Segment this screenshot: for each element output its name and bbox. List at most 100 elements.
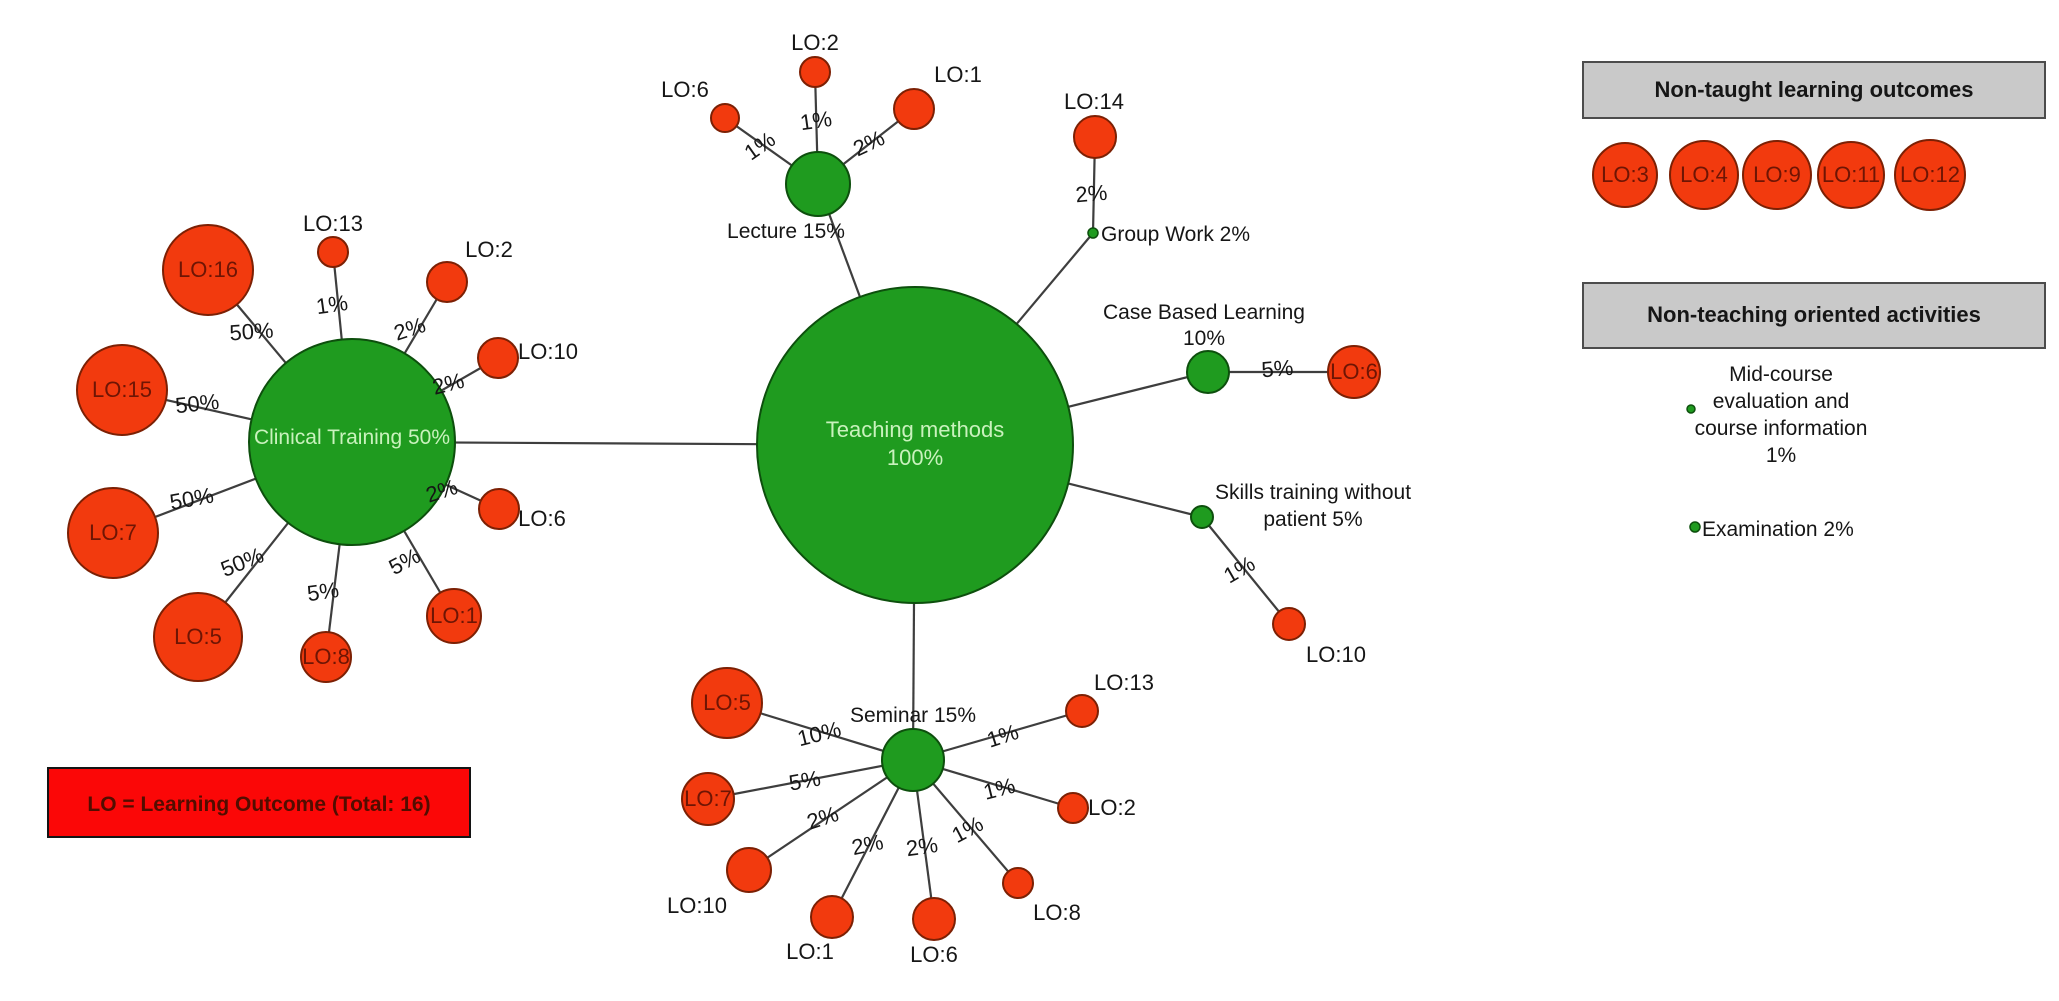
label-lecture-lo2: LO:2 (791, 30, 839, 55)
node-skills-lo10 (1272, 607, 1306, 641)
edge-label-clinical-lo7: 50% (168, 482, 216, 514)
edge-label-clinical-lo5: 50% (217, 542, 267, 582)
node-clinical-lo16 (162, 224, 254, 316)
edge-line (1201, 516, 1290, 625)
node-clinical-lo10 (477, 337, 519, 379)
node-lecture (785, 151, 851, 217)
node-seminar-lo5 (691, 667, 763, 739)
node-seminar (881, 728, 945, 792)
edge-label-clinical-lo16: 50% (229, 318, 275, 346)
label-clinical-training: Clinical Training 50% (254, 426, 450, 449)
edge-label-skills-lo10: 1% (1219, 551, 1259, 589)
legend-circle-lo9 (1742, 140, 1812, 210)
edge-label-seminar-lo5: 10% (795, 716, 844, 751)
label-seminar-lo7: LO:7 (684, 786, 732, 811)
node-seminar-lo1 (810, 895, 854, 939)
label-clinical-lo1: LO:1 (430, 603, 478, 628)
label-clinical-lo16: LO:16 (178, 257, 238, 282)
node-teaching-methods (756, 286, 1074, 604)
edge-label-seminar-lo13: 1% (984, 719, 1022, 753)
node-clinical-training (248, 338, 456, 546)
legend-non-taught-title: Non-taught learning outcomes (1655, 77, 1974, 102)
label-seminar-lo10: LO:10 (667, 893, 727, 918)
label-teaching-methods: Teaching methods 100% (826, 417, 1005, 470)
node-seminar-lo8 (1002, 867, 1034, 899)
label-clinical-lo5: LO:5 (174, 624, 222, 649)
edge-label-clinical-lo2: 2% (391, 312, 429, 346)
label-clinical-lo13: LO:13 (303, 211, 363, 236)
node-seminar-lo13 (1065, 694, 1099, 728)
edge-label-clinical-lo8: 5% (305, 577, 340, 606)
edge-label-seminar-lo1: 2% (849, 829, 885, 860)
node-case-based-learning (1186, 350, 1230, 394)
node-clinical-lo5 (153, 592, 243, 682)
lo-note-box (47, 767, 471, 838)
label-cbl-lo6: LO:6 (1330, 359, 1378, 384)
lo-note-text: LO = Learning Outcome (Total: 16) (87, 793, 430, 816)
legend-lo3-label: LO:3 (1601, 162, 1649, 187)
node-clinical-lo2 (426, 261, 468, 303)
legend-non-teaching-box (1582, 282, 2046, 349)
node-midcourse-dot (1686, 404, 1696, 414)
node-cbl-lo6 (1327, 345, 1381, 399)
label-clinical-lo2: LO:2 (465, 237, 513, 262)
label-group-work: Group Work 2% (1101, 223, 1250, 246)
label-case-based-learning: Case Based Learning 10% (1103, 301, 1305, 350)
node-groupwork-lo14 (1073, 115, 1117, 159)
label-lecture: Lecture 15% (727, 220, 845, 243)
node-clinical-lo8 (300, 631, 352, 683)
edge-line (707, 758, 914, 801)
node-lecture-lo1 (893, 88, 935, 130)
node-seminar-lo7 (681, 772, 735, 826)
node-lecture-lo6 (710, 103, 740, 133)
label-clinical-lo8: LO:8 (302, 644, 350, 669)
node-skills-training (1190, 505, 1214, 529)
node-lecture-lo2 (799, 56, 831, 88)
node-clinical-lo1 (426, 588, 482, 644)
edge-label-cbl-lo6: 5% (1260, 355, 1294, 383)
label-seminar-lo1: LO:1 (786, 939, 834, 964)
legend-lo4-label: LO:4 (1680, 162, 1728, 187)
legend-non-taught-box (1582, 61, 2046, 119)
edge-label-clinical-lo10: 2% (430, 368, 467, 400)
label-skills-lo10: LO:10 (1306, 642, 1366, 667)
label-seminar-lo2: LO:2 (1088, 795, 1136, 820)
edge-label-lecture-lo2: 1% (798, 106, 833, 135)
label-clinical-lo7: LO:7 (89, 520, 137, 545)
label-clinical-lo15: LO:15 (92, 377, 152, 402)
edge-label-clinical-lo1: 5% (385, 543, 425, 580)
label-lecture-lo1: LO:1 (934, 62, 982, 87)
legend-circle-lo11 (1817, 141, 1885, 209)
legend-examination-label: Examination 2% (1702, 518, 1854, 541)
label-seminar-lo5: LO:5 (703, 690, 751, 715)
node-seminar-lo6 (912, 897, 956, 941)
edge-label-clinical-lo15: 50% (174, 389, 220, 418)
legend-lo9-label: LO:9 (1753, 162, 1801, 187)
node-clinical-lo13 (317, 236, 349, 268)
label-clinical-lo6: LO:6 (518, 506, 566, 531)
label-seminar-lo6: LO:6 (910, 942, 958, 967)
edge-label-seminar-lo8: 1% (948, 811, 988, 848)
node-clinical-lo6 (478, 488, 520, 530)
label-seminar-lo8: LO:8 (1033, 900, 1081, 925)
legend-midcourse-label: Mid-course evaluation and course informati… (1695, 363, 1868, 467)
edge-label-clinical-lo13: 1% (314, 290, 349, 319)
legend-lo12-label: LO:12 (1900, 162, 1960, 187)
node-group-work-dot (1087, 227, 1099, 239)
edge-label-groupwork-lo14: 2% (1074, 180, 1108, 208)
node-seminar-lo2 (1057, 792, 1089, 824)
edge-label-seminar-lo7: 5% (787, 766, 823, 796)
edge-label-seminar-lo2: 1% (981, 773, 1018, 805)
node-clinical-lo15 (76, 344, 168, 436)
node-examination-dot (1689, 521, 1701, 533)
legend-circle-lo12 (1894, 139, 1966, 211)
legend-circle-lo3 (1592, 142, 1658, 208)
label-lecture-lo6: LO:6 (661, 77, 709, 102)
edge-line (748, 759, 914, 871)
label-seminar: Seminar 15% (850, 704, 976, 727)
node-seminar-lo10 (726, 847, 772, 893)
legend-lo11-label: LO:11 (1822, 162, 1880, 187)
node-clinical-lo7 (67, 487, 159, 579)
